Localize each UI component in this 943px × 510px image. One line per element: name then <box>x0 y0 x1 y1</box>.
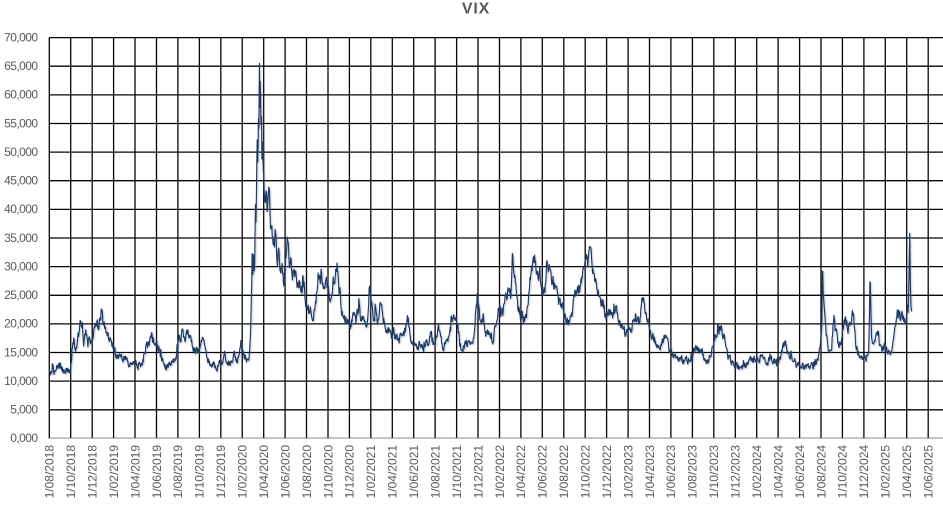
svg-text:1/10/2018: 1/10/2018 <box>64 445 78 499</box>
svg-text:1/10/2019: 1/10/2019 <box>193 445 207 499</box>
svg-text:55,000: 55,000 <box>4 116 38 130</box>
svg-text:1/08/2019: 1/08/2019 <box>171 445 185 499</box>
svg-text:1/08/2022: 1/08/2022 <box>557 445 571 499</box>
svg-text:25,000: 25,000 <box>4 288 38 302</box>
svg-text:0,000: 0,000 <box>10 431 38 445</box>
svg-text:1/10/2020: 1/10/2020 <box>321 445 335 499</box>
svg-text:1/02/2023: 1/02/2023 <box>621 445 635 499</box>
svg-text:1/08/2021: 1/08/2021 <box>428 445 442 499</box>
svg-text:5,000: 5,000 <box>10 403 38 417</box>
svg-text:1/08/2020: 1/08/2020 <box>300 445 314 499</box>
svg-text:10,000: 10,000 <box>4 374 38 388</box>
svg-text:1/04/2024: 1/04/2024 <box>771 445 785 499</box>
svg-text:1/06/2023: 1/06/2023 <box>664 445 678 499</box>
svg-text:15,000: 15,000 <box>4 345 38 359</box>
svg-text:1/12/2022: 1/12/2022 <box>600 445 614 499</box>
svg-text:1/02/2022: 1/02/2022 <box>493 445 507 499</box>
svg-text:1/12/2024: 1/12/2024 <box>857 445 871 499</box>
svg-text:1/02/2019: 1/02/2019 <box>107 445 121 499</box>
svg-text:1/04/2023: 1/04/2023 <box>643 445 657 499</box>
svg-text:30,000: 30,000 <box>4 259 38 273</box>
svg-text:VIX: VIX <box>462 1 490 18</box>
svg-text:1/02/2021: 1/02/2021 <box>364 445 378 499</box>
svg-text:1/06/2019: 1/06/2019 <box>150 445 164 499</box>
svg-text:1/04/2022: 1/04/2022 <box>514 445 528 499</box>
svg-text:35,000: 35,000 <box>4 231 38 245</box>
svg-text:1/02/2024: 1/02/2024 <box>750 445 764 499</box>
svg-text:1/06/2021: 1/06/2021 <box>407 445 421 499</box>
svg-text:1/12/2023: 1/12/2023 <box>729 445 743 499</box>
svg-text:1/08/2024: 1/08/2024 <box>814 445 828 499</box>
svg-text:1/04/2021: 1/04/2021 <box>386 445 400 499</box>
svg-text:65,000: 65,000 <box>4 59 38 73</box>
svg-text:1/12/2020: 1/12/2020 <box>343 445 357 499</box>
svg-text:1/08/2023: 1/08/2023 <box>686 445 700 499</box>
svg-text:1/08/2018: 1/08/2018 <box>43 445 57 499</box>
svg-text:20,000: 20,000 <box>4 317 38 331</box>
svg-text:1/06/2025: 1/06/2025 <box>922 445 936 499</box>
svg-text:1/06/2022: 1/06/2022 <box>536 445 550 499</box>
svg-text:1/10/2021: 1/10/2021 <box>450 445 464 499</box>
svg-text:70,000: 70,000 <box>4 30 38 44</box>
svg-text:1/10/2022: 1/10/2022 <box>579 445 593 499</box>
svg-text:45,000: 45,000 <box>4 174 38 188</box>
svg-text:50,000: 50,000 <box>4 145 38 159</box>
svg-text:1/04/2025: 1/04/2025 <box>900 445 914 499</box>
svg-text:1/02/2025: 1/02/2025 <box>879 445 893 499</box>
svg-text:40,000: 40,000 <box>4 202 38 216</box>
svg-text:1/04/2020: 1/04/2020 <box>257 445 271 499</box>
svg-text:1/12/2018: 1/12/2018 <box>86 445 100 499</box>
svg-text:1/12/2021: 1/12/2021 <box>471 445 485 499</box>
svg-text:1/12/2019: 1/12/2019 <box>214 445 228 499</box>
svg-text:1/10/2023: 1/10/2023 <box>707 445 721 499</box>
svg-text:1/10/2024: 1/10/2024 <box>836 445 850 499</box>
svg-text:1/06/2020: 1/06/2020 <box>278 445 292 499</box>
svg-text:1/06/2024: 1/06/2024 <box>793 445 807 499</box>
svg-text:60,000: 60,000 <box>4 88 38 102</box>
svg-text:1/02/2020: 1/02/2020 <box>236 445 250 499</box>
svg-text:1/04/2019: 1/04/2019 <box>128 445 142 499</box>
